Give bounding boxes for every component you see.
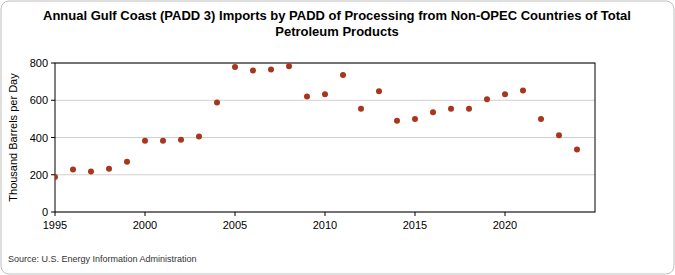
marker (178, 137, 184, 143)
marker (106, 166, 112, 172)
y-tick (51, 137, 55, 138)
x-tick (55, 212, 56, 216)
grid-line (55, 137, 595, 138)
marker (124, 159, 130, 165)
source: Source: U.S. Energy Information Administ… (8, 254, 197, 264)
marker (250, 67, 256, 73)
marker (88, 168, 94, 174)
x-tick-label: 1995 (43, 219, 67, 231)
marker (430, 109, 436, 115)
y-tick-label: 600 (30, 94, 48, 106)
markers (55, 63, 580, 180)
marker (448, 106, 454, 112)
marker (322, 91, 328, 97)
y-tick (51, 63, 55, 64)
x-tick-label: 2000 (133, 219, 157, 231)
grid-line (55, 100, 595, 101)
y-tick (51, 212, 55, 213)
x-tick-label: 2010 (313, 219, 337, 231)
marker (142, 138, 148, 144)
x-tick (145, 212, 146, 216)
y-tick (51, 100, 55, 101)
y-axis-label: Thousand Barrels per Day (7, 73, 19, 202)
y-tick-label: 0 (42, 206, 48, 218)
outer-frame (1, 1, 674, 274)
x-tick-label: 2005 (223, 219, 247, 231)
y-tick-label: 200 (30, 169, 48, 181)
marker (466, 106, 472, 112)
x-tick (325, 212, 326, 216)
title: Annual Gulf Coast (PADD 3) Imports by PA… (43, 8, 631, 39)
marker (376, 88, 382, 94)
y-tick (51, 174, 55, 175)
marker (160, 138, 166, 144)
marker (55, 174, 58, 180)
marker (538, 116, 544, 122)
marker (304, 94, 310, 100)
marker (502, 91, 508, 97)
marker (520, 88, 526, 94)
marker (358, 106, 364, 112)
marker (268, 67, 274, 73)
marker (394, 118, 400, 124)
marker (556, 132, 562, 138)
x-tick (235, 212, 236, 216)
title-line: Petroleum Products (275, 24, 399, 39)
x-tick (505, 212, 506, 216)
y-tick-label: 400 (30, 132, 48, 144)
marker (232, 64, 238, 70)
y-tick-label: 800 (30, 57, 48, 69)
plot-frame (55, 63, 595, 212)
marker (214, 99, 220, 105)
x-tick-label: 2020 (493, 219, 517, 231)
chart: Annual Gulf Coast (PADD 3) Imports by PA… (0, 0, 675, 275)
marker (340, 72, 346, 78)
marker (412, 116, 418, 122)
x-tick-label: 2015 (403, 219, 427, 231)
marker (286, 63, 292, 69)
grid-line (55, 174, 595, 175)
marker (574, 147, 580, 153)
marker (70, 167, 76, 173)
marker (484, 96, 490, 102)
marker (196, 134, 202, 140)
title-line: Annual Gulf Coast (PADD 3) Imports by PA… (43, 8, 631, 23)
x-tick (415, 212, 416, 216)
